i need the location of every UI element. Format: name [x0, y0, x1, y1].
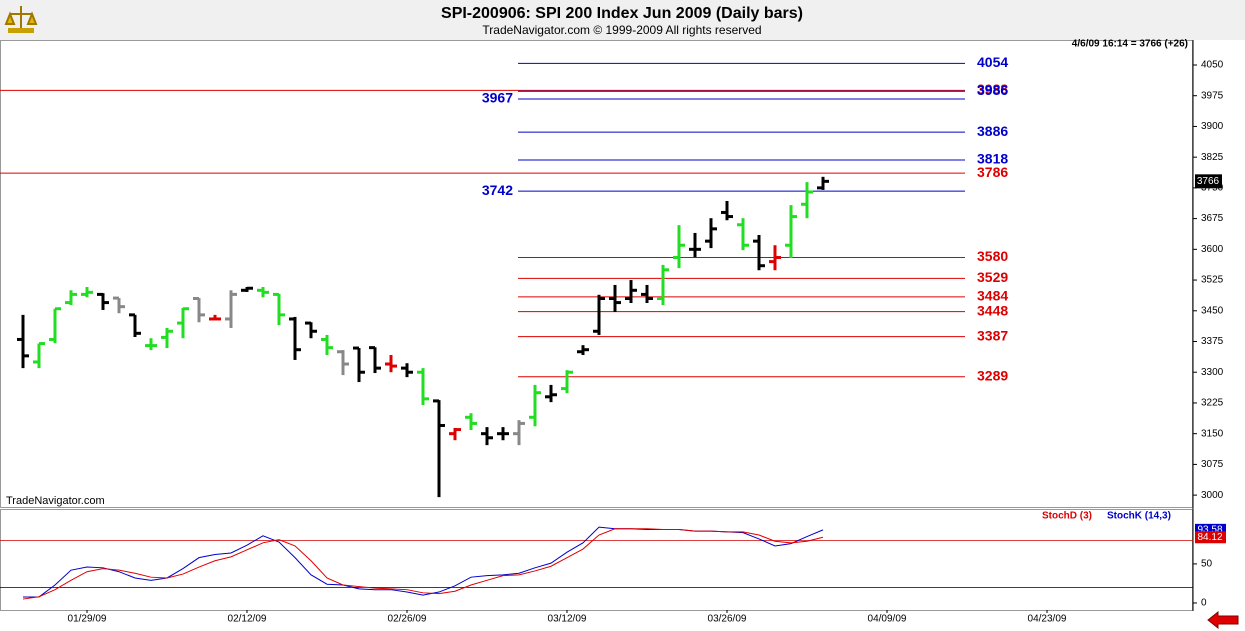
- x-tick-label: 04/23/09: [1028, 614, 1067, 625]
- scroll-button[interactable]: [1207, 610, 1239, 630]
- y-tick-label: 3150: [1201, 428, 1224, 439]
- level-label: 4054: [977, 54, 1008, 70]
- watermark: TradeNavigator.com: [6, 495, 105, 507]
- y-tick-label: 3600: [1201, 244, 1224, 255]
- chart-subtitle: TradeNavigator.com © 1999-2009 All right…: [482, 23, 761, 37]
- chart-title: SPI-200906: SPI 200 Index Jun 2009 (Dail…: [441, 5, 803, 22]
- level-label: 3786: [977, 164, 1008, 180]
- title-bar: [0, 0, 1245, 40]
- left-arrow[interactable]: [1207, 610, 1239, 630]
- y-tick-label: 3525: [1201, 275, 1224, 286]
- x-tick-label: 02/12/09: [228, 614, 267, 625]
- y-tick-label: 3825: [1201, 152, 1224, 163]
- y-tick-label: 3000: [1201, 490, 1224, 501]
- x-tick-label: 02/26/09: [388, 614, 427, 625]
- x-tick-label: 01/29/09: [68, 614, 107, 625]
- stoch-line: [22, 528, 824, 600]
- x-tick-label: 03/26/09: [708, 614, 747, 625]
- level-label: 3580: [977, 248, 1008, 264]
- level-label: 3289: [977, 367, 1008, 383]
- y-tick-label: 3375: [1201, 336, 1224, 347]
- level-label: 3986: [977, 82, 1008, 98]
- price-panel: [0, 40, 1193, 508]
- level-label: 3886: [977, 123, 1008, 139]
- stoch-panel: [0, 509, 1193, 611]
- x-tick-label: 04/09/09: [868, 614, 907, 625]
- legend-label: StochK (14,3): [1107, 511, 1171, 522]
- level-label: 3818: [977, 151, 1008, 167]
- value-label: 84.12: [1197, 532, 1222, 543]
- y-tick-label: 3300: [1201, 367, 1224, 378]
- y-tick-label: 3225: [1201, 398, 1224, 409]
- x-tick-label: 03/12/09: [548, 614, 587, 625]
- level-label: 3742: [482, 182, 513, 198]
- level-label: 3387: [977, 327, 1008, 343]
- y-tick-label: 0: [1201, 598, 1207, 609]
- level-label: 3529: [977, 269, 1008, 285]
- y-tick-label: 3675: [1201, 213, 1224, 224]
- level-label: 3988: [977, 81, 1008, 97]
- y-tick-label: 3450: [1201, 305, 1224, 316]
- last-price-label: 3766: [1197, 176, 1220, 187]
- status-text: 4/6/09 16:14 = 3766 (+26): [1072, 39, 1188, 50]
- y-tick-label: 3900: [1201, 121, 1224, 132]
- level-label: 3448: [977, 302, 1008, 318]
- y-tick-label: 4050: [1201, 60, 1224, 71]
- legend-label: StochD (3): [1042, 511, 1092, 522]
- last-price-box: [1195, 174, 1222, 189]
- y-tick-label: 3075: [1201, 459, 1224, 470]
- logo: [4, 6, 38, 33]
- value-box: [1195, 531, 1226, 544]
- y-tick-label: 50: [1201, 559, 1213, 570]
- y-tick-label: 3975: [1201, 90, 1224, 101]
- level-label: 3484: [977, 288, 1008, 304]
- value-label: 93.58: [1197, 525, 1222, 536]
- level-label: 3967: [482, 90, 513, 106]
